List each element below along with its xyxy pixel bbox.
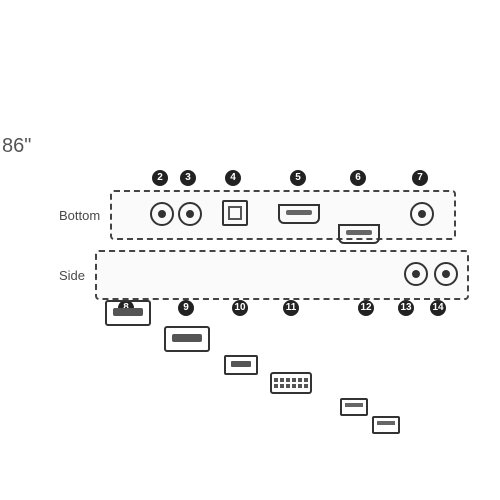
number-badge: 4 xyxy=(225,170,241,186)
hdmi-icon xyxy=(278,204,320,224)
dp-icon xyxy=(164,326,210,352)
dp-small-icon xyxy=(224,355,258,375)
audio-jack-icon xyxy=(434,262,458,286)
number-badge: 10 xyxy=(232,300,248,316)
number-badge: 13 xyxy=(398,300,414,316)
number-badge: 2 xyxy=(152,170,168,186)
size-label: 86" xyxy=(2,135,31,158)
number-badge: 14 xyxy=(430,300,446,316)
hdmi-icon xyxy=(338,224,380,244)
row-label: Side xyxy=(59,268,85,283)
number-badge: 9 xyxy=(178,300,194,316)
usb-b-icon xyxy=(222,200,248,226)
audio-jack-icon xyxy=(178,202,202,226)
audio-jack-icon xyxy=(410,202,434,226)
usb-a-icon xyxy=(372,416,400,434)
number-badge: 3 xyxy=(180,170,196,186)
dvi-icon xyxy=(270,372,312,394)
audio-jack-icon xyxy=(404,262,428,286)
number-badge: 11 xyxy=(283,300,299,316)
dp-icon xyxy=(105,300,151,326)
audio-jack-icon xyxy=(150,202,174,226)
usb-a-icon xyxy=(340,398,368,416)
number-badge: 7 xyxy=(412,170,428,186)
number-badge: 12 xyxy=(358,300,374,316)
number-badge: 5 xyxy=(290,170,306,186)
port-diagram: 86"Bottom234567Side891011121314 xyxy=(0,0,500,500)
number-badge: 6 xyxy=(350,170,366,186)
row-label: Bottom xyxy=(59,208,100,223)
